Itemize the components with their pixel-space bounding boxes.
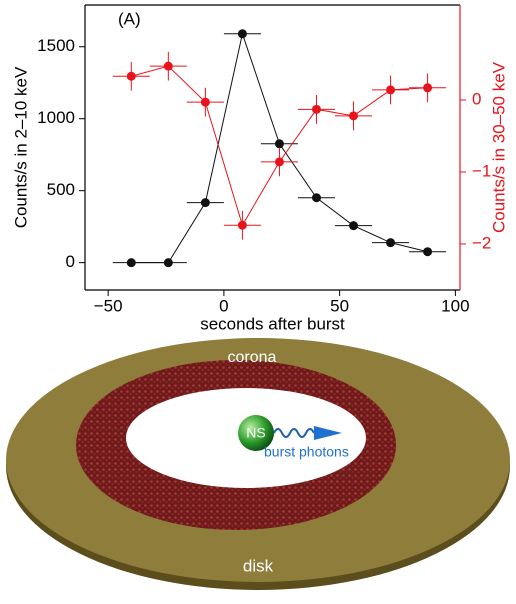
ns-label: NS xyxy=(246,425,265,441)
neutron-star xyxy=(238,415,274,451)
y-tick-label: 1500 xyxy=(37,36,75,55)
data-point xyxy=(163,61,173,71)
x-tick-label: 0 xyxy=(219,296,228,315)
data-point xyxy=(349,221,359,231)
data-point xyxy=(274,139,284,149)
data-point xyxy=(423,83,433,93)
y-tick-label: 0 xyxy=(66,252,75,271)
data-point xyxy=(237,29,247,39)
annotation: (A) xyxy=(118,9,141,28)
photon-arrow xyxy=(314,426,342,440)
data-point xyxy=(386,238,396,248)
data-point xyxy=(126,71,136,81)
illustration: NS burst photons corona disk xyxy=(6,338,510,590)
data-point xyxy=(200,97,210,107)
corona-label: corona xyxy=(228,349,277,366)
x-tick-label: −50 xyxy=(94,296,123,315)
data-point xyxy=(237,220,247,230)
y-tick-label: 1000 xyxy=(37,108,75,127)
data-point xyxy=(423,247,433,257)
data-point xyxy=(200,198,210,208)
data-point xyxy=(386,85,396,95)
y-tick-label: 500 xyxy=(47,180,75,199)
x-axis-label: seconds after burst xyxy=(200,314,345,333)
photons-label: burst photons xyxy=(264,444,349,460)
data-point xyxy=(311,104,321,114)
data-point xyxy=(311,193,321,203)
y2-tick-label: 0 xyxy=(472,89,481,108)
x-tick-label: 50 xyxy=(330,296,349,315)
y2-tick-label: −2 xyxy=(472,233,491,252)
data-point xyxy=(349,111,359,121)
photon-wave xyxy=(273,428,315,438)
x-tick-label: 100 xyxy=(441,296,469,315)
disk-label: disk xyxy=(243,556,274,575)
data-point xyxy=(163,258,173,268)
data-point xyxy=(126,258,136,268)
data-point xyxy=(274,157,284,167)
y2-axis-label: Counts/s in 30–50 keV xyxy=(489,61,508,233)
y-axis-label: Counts/s in 2–10 keV xyxy=(11,66,30,228)
y2-tick-label: −1 xyxy=(472,161,491,180)
